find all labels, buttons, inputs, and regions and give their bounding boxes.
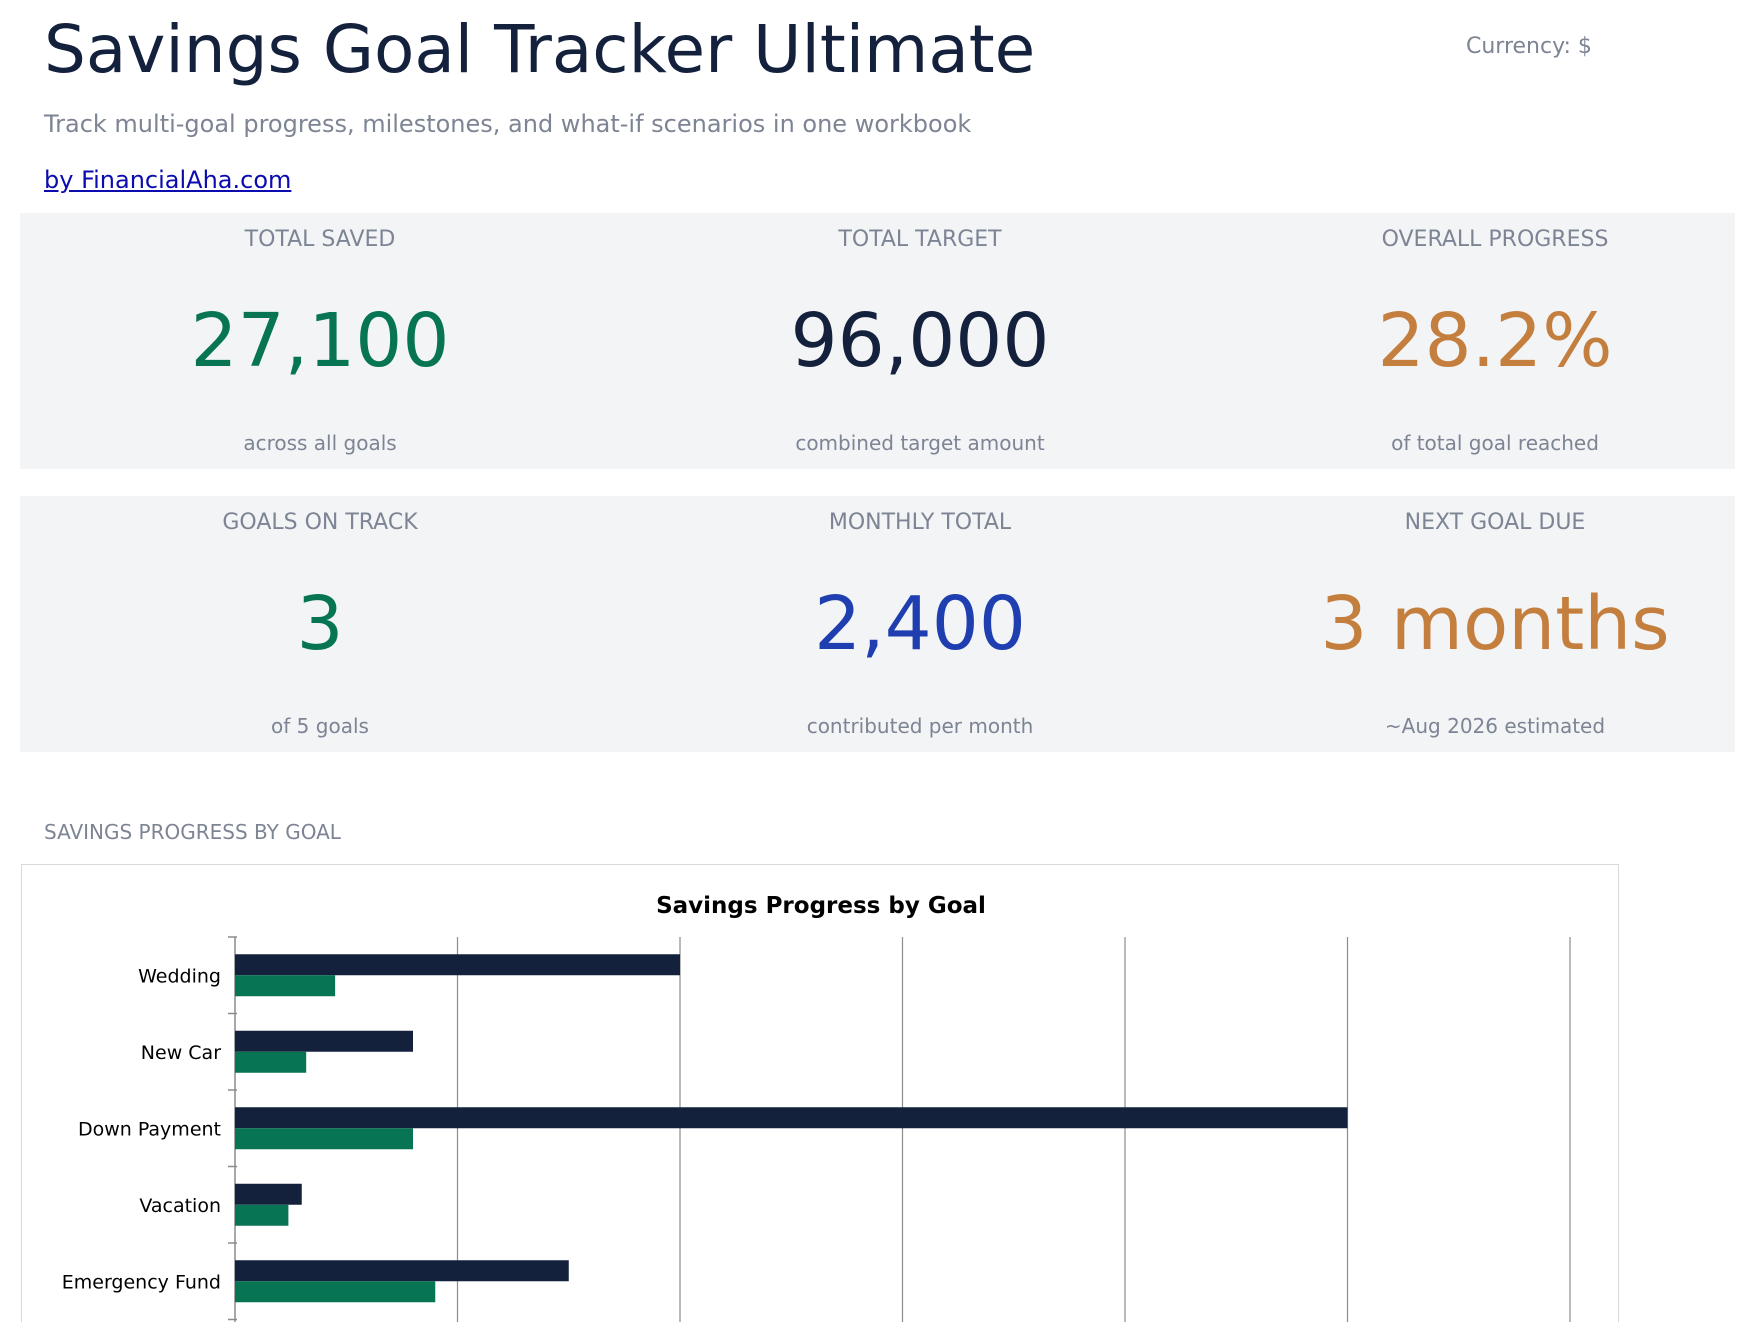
category-label: New Car: [141, 1042, 221, 1064]
section-label: SAVINGS PROGRESS BY GOAL: [44, 820, 341, 844]
kpi-label: TOTAL TARGET: [838, 227, 1002, 252]
kpi-row-1: TOTAL SAVED 27,100 across all goals TOTA…: [20, 213, 1735, 469]
kpi-value: 27,100: [190, 298, 450, 384]
kpi-value: 96,000: [790, 298, 1050, 384]
kpi-label: GOALS ON TRACK: [222, 510, 418, 535]
kpi-row-2: GOALS ON TRACK 3 of 5 goals MONTHLY TOTA…: [20, 496, 1735, 752]
kpi-note: of total goal reached: [1391, 431, 1599, 455]
chart-title: Savings Progress by Goal: [656, 893, 986, 919]
bar-series-2: [235, 975, 336, 997]
kpi-label: OVERALL PROGRESS: [1381, 227, 1609, 252]
bar-series-1: [235, 1107, 1348, 1129]
kpi-note: contributed per month: [806, 714, 1034, 738]
byline-link[interactable]: by FinancialAha.com: [44, 166, 292, 194]
kpi-value: 3 months: [1320, 581, 1670, 667]
bar-series-2: [235, 1281, 436, 1303]
chart-svg: Savings Progress by Goal Wedding New Car Do…: [62, 893, 1571, 1322]
kpi-total-target: TOTAL TARGET 96,000 combined target amou…: [740, 213, 1100, 469]
kpi-value: 28.2%: [1377, 298, 1613, 384]
bar-series-2: [235, 1128, 413, 1150]
category-label: Wedding: [138, 965, 221, 987]
bar-series-2: [235, 1204, 289, 1226]
kpi-note: of 5 goals: [271, 714, 369, 738]
kpi-label: MONTHLY TOTAL: [828, 510, 1012, 535]
kpi-note: ~Aug 2026 estimated: [1384, 714, 1606, 738]
bar-series-1: [235, 1260, 569, 1282]
kpi-value: 3: [296, 581, 344, 667]
kpi-total-saved: TOTAL SAVED 27,100 across all goals: [140, 213, 500, 469]
kpi-monthly-total: MONTHLY TOTAL 2,400 contributed per mont…: [740, 496, 1100, 752]
category-label: Vacation: [139, 1195, 221, 1217]
bar-series-2: [235, 1051, 307, 1073]
kpi-note: across all goals: [243, 431, 397, 455]
kpi-next-goal-due: NEXT GOAL DUE 3 months ~Aug 2026 estimat…: [1295, 496, 1695, 752]
page-title: Savings Goal Tracker Ultimate: [44, 11, 1036, 88]
kpi-goals-on-track: GOALS ON TRACK 3 of 5 goals: [140, 496, 500, 752]
bar-series-1: [235, 954, 680, 976]
bar-series-1: [235, 1183, 302, 1205]
savings-progress-chart[interactable]: Savings Progress by Goal Wedding New Car Do…: [21, 864, 1619, 1322]
bar-series-1: [235, 1030, 413, 1052]
category-label: Emergency Fund: [62, 1271, 221, 1293]
kpi-note: combined target amount: [795, 431, 1045, 455]
kpi-label: NEXT GOAL DUE: [1404, 510, 1586, 535]
kpi-value: 2,400: [814, 581, 1026, 667]
currency-label: Currency: $: [1466, 34, 1592, 59]
kpi-overall-progress: OVERALL PROGRESS 28.2% of total goal rea…: [1295, 213, 1695, 469]
category-label: Down Payment: [78, 1118, 221, 1140]
kpi-label: TOTAL SAVED: [244, 227, 396, 252]
page-subtitle: Track multi-goal progress, milestones, a…: [44, 110, 972, 138]
